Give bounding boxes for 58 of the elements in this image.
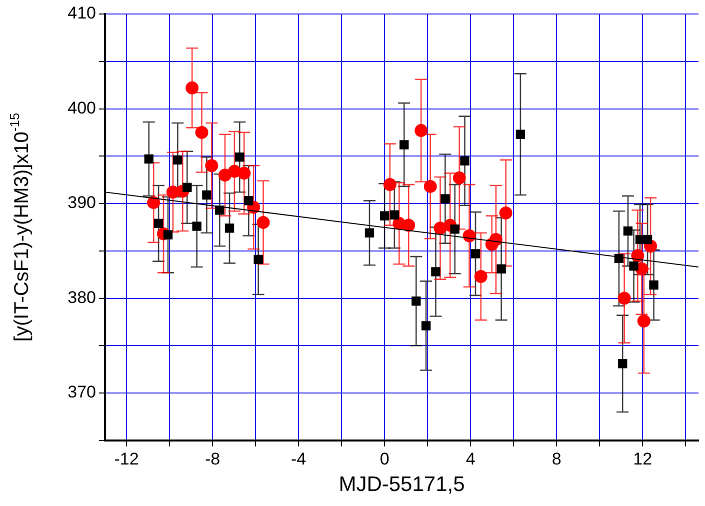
y-tick-label: 410 — [68, 4, 96, 23]
point — [192, 222, 202, 231]
point — [205, 159, 218, 172]
point — [412, 296, 421, 306]
point — [618, 292, 631, 305]
point — [244, 196, 254, 206]
point — [195, 126, 208, 139]
y-tick-label: 390 — [68, 193, 96, 212]
point — [642, 234, 652, 244]
point — [173, 155, 182, 165]
y-tick-label: 370 — [68, 382, 96, 402]
point — [618, 359, 628, 368]
point — [390, 210, 400, 220]
point — [414, 124, 428, 138]
point — [637, 314, 650, 328]
point — [256, 216, 270, 229]
x-tick-label: 0 — [380, 449, 390, 468]
y-axis-title: [y(IT-CsF1)-y(HM3)]x10-15 — [7, 112, 33, 342]
point — [383, 178, 396, 192]
point — [452, 171, 466, 184]
point — [462, 229, 476, 242]
point — [623, 226, 633, 236]
y-tick-label: 380 — [68, 288, 96, 307]
point — [499, 206, 512, 220]
point — [402, 218, 416, 232]
x-tick-label: -8 — [204, 449, 220, 468]
point — [474, 270, 488, 283]
point — [186, 81, 199, 94]
point — [154, 218, 164, 228]
point — [254, 254, 263, 264]
x-tick-label: -4 — [290, 449, 306, 468]
point — [629, 261, 638, 271]
point — [364, 228, 374, 238]
point — [489, 233, 502, 246]
y-tick-label: 400 — [68, 98, 96, 118]
point — [470, 249, 480, 258]
x-axis-title: MJD-55171,5 — [338, 473, 465, 496]
point — [631, 249, 644, 262]
point — [400, 140, 409, 150]
point — [516, 130, 526, 139]
point — [144, 154, 154, 164]
point — [460, 156, 470, 166]
point — [431, 267, 440, 276]
x-tick-label: 4 — [466, 449, 476, 468]
point — [496, 264, 506, 274]
point — [235, 152, 244, 162]
point — [202, 190, 212, 200]
point — [380, 211, 390, 220]
x-tick-label: -12 — [114, 449, 139, 468]
x-tick-label: 12 — [633, 449, 652, 468]
point — [424, 180, 437, 193]
point — [649, 280, 658, 290]
point — [224, 224, 234, 233]
point — [421, 321, 431, 330]
x-tick-label: 8 — [552, 449, 562, 468]
point — [147, 196, 160, 210]
point — [440, 194, 450, 204]
point — [238, 166, 251, 180]
